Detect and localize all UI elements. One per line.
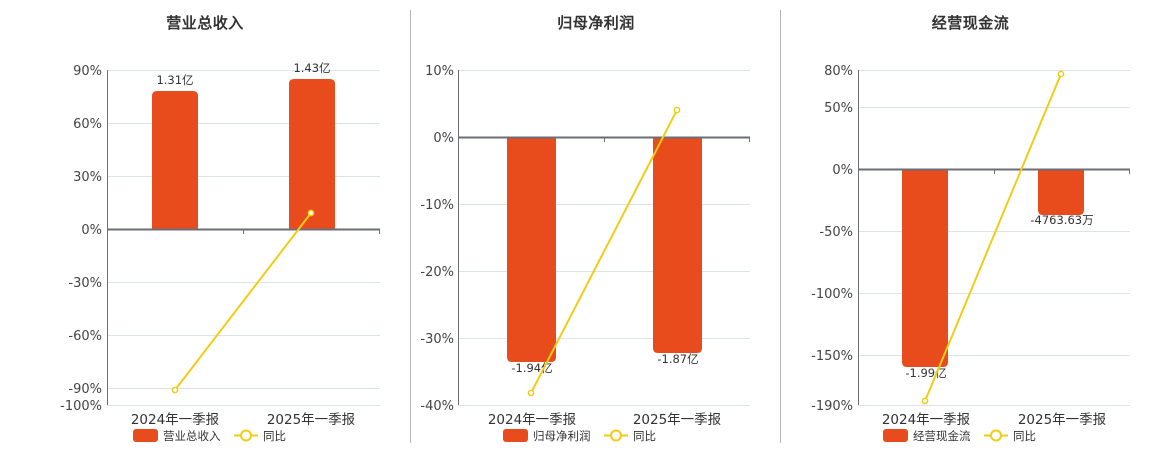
y-tick-label: 0% [81,223,102,238]
legend-line-marker-icon [990,429,1002,442]
legend: 营业总收入 同比 [133,429,286,443]
panel-divider [410,10,411,443]
y-tick-label: 0% [433,131,454,146]
x-category-label: 2025年一季报 [267,412,355,428]
y-tick-label: -190% [811,399,853,414]
legend-line-label[interactable]: 同比 [1013,429,1036,443]
yoy-line [530,109,678,394]
chart-title: 营业总收入 [166,14,244,32]
legend-line-label[interactable]: 同比 [263,429,286,443]
bar-value-label: 1.43亿 [293,61,330,75]
y-tick-label: 90% [73,64,102,79]
y-tick-label: -40% [420,399,454,414]
y-tick-label: -30% [420,332,454,347]
bar-value-label: -4763.63万 [1030,213,1093,227]
legend-line-label[interactable]: 同比 [633,429,656,443]
legend-bar-swatch[interactable] [883,429,908,442]
legend-bar-label[interactable]: 经营现金流 [913,429,971,443]
y-tick-label: -60% [68,329,102,344]
bar-2025q1[interactable] [1038,169,1084,215]
x-category-label: 2024年一季报 [131,412,219,428]
yoy-point[interactable] [527,389,535,397]
yoy-point[interactable] [307,209,315,217]
legend-bar-swatch[interactable] [503,429,528,442]
y-tick-label: -150% [811,349,853,364]
chart-panel-revenue: 营业总收入 90% 60% 30% 0% -30% -60% -90% -100… [0,0,410,450]
y-tick-label: -20% [420,265,454,280]
legend-bar-swatch[interactable] [133,429,158,442]
y-tick-label: 50% [824,101,853,116]
y-axis-labels: 80% 50% 0% -50% -100% -150% -190% [811,64,853,414]
yoy-point[interactable] [171,386,179,394]
y-tick-label: -30% [68,276,102,291]
y-tick-label: -10% [420,198,454,213]
gridlines [858,70,1130,406]
y-axis-labels: 10% 0% -10% -20% -30% -40% [420,64,454,414]
yoy-line [924,73,1062,402]
y-tick-label: -90% [68,382,102,397]
y-tick-label: 30% [73,170,102,185]
bar-2024q1[interactable] [902,169,948,367]
legend-bar-label[interactable]: 归母净利润 [533,429,591,443]
y-tick-label: -100% [60,399,102,414]
yoy-point[interactable] [921,397,929,405]
yoy-point[interactable] [1057,70,1065,78]
bar-2025q1[interactable] [653,137,702,353]
y-axis-labels: 90% 60% 30% 0% -30% -60% -90% -100% [60,64,102,414]
yoy-point[interactable] [673,106,681,114]
bar-2024q1[interactable] [507,137,556,362]
y-tick-label: 0% [832,163,853,178]
yoy-line [174,212,312,391]
legend-line-marker-icon [240,429,252,442]
bar-value-label: 1.31亿 [156,73,193,87]
y-tick-label: -50% [819,225,853,240]
y-tick-label: 10% [425,64,454,79]
x-category-label: 2024年一季报 [488,412,576,428]
legend: 归母净利润 同比 [503,429,656,443]
chart-title: 经营现金流 [931,14,1010,32]
y-tick-label: -100% [811,287,853,302]
x-category-label: 2024年一季报 [882,412,970,428]
legend-line-marker-icon [610,429,622,442]
revenue-chart-svg: 90% 60% 30% 0% -30% -60% -90% -100% 1.31… [60,61,380,443]
legend: 经营现金流 同比 [883,429,1036,443]
panel-divider [780,10,781,443]
x-category-label: 2025年一季报 [1018,412,1106,428]
x-category-label: 2025年一季报 [633,412,721,428]
legend-bar-label[interactable]: 营业总收入 [163,429,221,443]
bar-2024q1[interactable] [152,91,198,229]
chart-title: 归母净利润 [557,14,635,32]
bar-value-label: -1.99亿 [905,366,946,380]
y-tick-label: 60% [73,117,102,132]
bar-2025q1[interactable] [289,79,335,229]
y-tick-label: 80% [824,64,853,79]
bar-value-label: -1.87亿 [657,352,698,366]
